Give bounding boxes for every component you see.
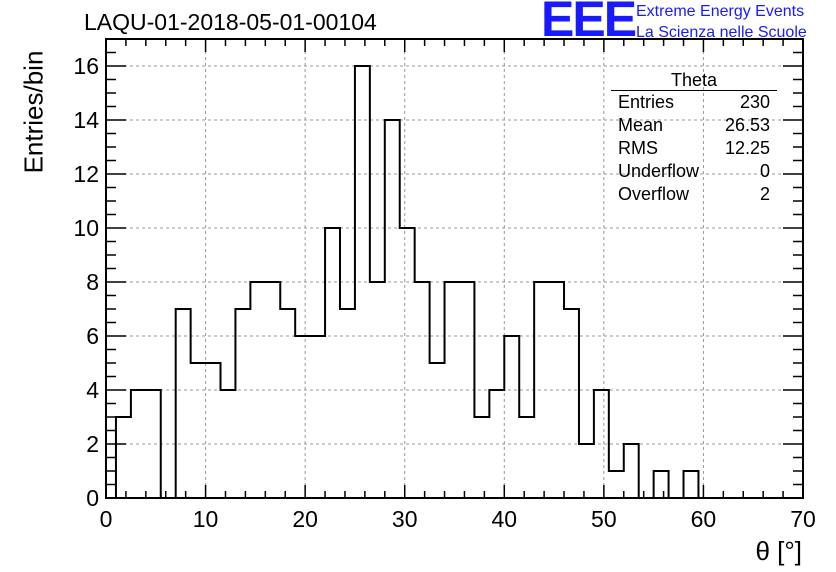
x-tick-label: 0	[100, 506, 113, 532]
histogram-bin	[459, 282, 474, 498]
stats-value: 230	[739, 92, 770, 112]
histogram-bin	[355, 66, 370, 498]
histogram-bin	[609, 471, 624, 498]
histogram-bin	[340, 309, 355, 498]
y-tick-label: 12	[73, 161, 99, 187]
y-tick-label: 4	[86, 377, 99, 403]
y-tick-label: 0	[86, 485, 99, 511]
histogram-bin	[131, 390, 146, 498]
y-tick-label: 16	[73, 53, 99, 79]
histogram-bin	[250, 282, 265, 498]
histogram-bin	[564, 309, 579, 498]
stats-box-title: Theta	[670, 70, 718, 90]
histogram-bin	[295, 336, 310, 498]
x-tick-label: 60	[691, 506, 717, 532]
stats-value: 0	[759, 161, 770, 181]
histogram-bin	[624, 444, 639, 498]
histogram-bin	[265, 282, 280, 498]
histogram-bin	[594, 390, 609, 498]
y-axis-label: Entries/bin	[18, 50, 49, 174]
histogram-bin	[221, 390, 236, 498]
stats-value: 12.25	[724, 138, 770, 158]
histogram-bin	[489, 390, 504, 498]
histogram-bin	[504, 336, 519, 498]
x-axis-label: θ [°]	[755, 536, 802, 566]
histogram-bin	[445, 282, 460, 498]
histogram-bin	[684, 471, 699, 498]
eee-logo: EEE	[541, 0, 637, 47]
logo-line-1: Extreme Energy Events	[636, 3, 805, 20]
y-tick-label: 6	[86, 323, 99, 349]
histogram-bin	[654, 471, 669, 498]
y-tick-label: 8	[86, 269, 99, 295]
histogram-bin	[400, 228, 415, 498]
x-tick-label: 20	[292, 506, 318, 532]
stats-value: 2	[759, 184, 770, 204]
histogram-bin	[519, 417, 534, 498]
stats-row: RMS 12.25	[618, 138, 770, 159]
stats-box-divider	[611, 90, 777, 91]
histogram-bin	[534, 282, 549, 498]
x-tick-label: 30	[392, 506, 418, 532]
stats-label: Underflow	[618, 161, 700, 181]
histogram-bin	[385, 120, 400, 498]
stats-label: Entries	[618, 92, 675, 112]
histogram-outline	[114, 65, 700, 499]
histogram-bin	[191, 363, 206, 498]
histogram-bin	[176, 309, 191, 498]
stats-row: Overflow 2	[618, 184, 770, 205]
histogram-bin	[549, 282, 564, 498]
histogram-bin	[370, 282, 385, 498]
chart-title: LAQU-01-2018-05-01-00104	[84, 9, 377, 35]
histogram-bin	[310, 336, 325, 498]
y-tick-label: 14	[73, 107, 99, 133]
x-tick-label: 10	[193, 506, 219, 532]
y-tick-label: 2	[86, 431, 99, 457]
histogram-bin	[116, 417, 131, 498]
histogram-bin	[474, 417, 489, 498]
y-tick-label: 10	[73, 215, 99, 241]
histogram-bin	[280, 309, 295, 498]
logo-line-2: La Scienza nelle Scuole	[636, 24, 807, 41]
histogram-bin	[325, 228, 340, 498]
histogram-bin	[579, 444, 594, 498]
stats-label: Overflow	[618, 184, 690, 204]
stats-row: Underflow 0	[618, 161, 770, 182]
x-tick-label: 70	[790, 506, 816, 532]
histogram-bin	[235, 309, 250, 498]
histogram-bin	[415, 282, 430, 498]
stats-label: Mean	[618, 115, 664, 135]
histogram-bin	[430, 363, 445, 498]
x-tick-label: 40	[491, 506, 517, 532]
stats-label: RMS	[618, 138, 658, 158]
x-tick-label: 50	[591, 506, 617, 532]
histogram-bin	[146, 390, 161, 498]
stats-row: Mean 26.53	[618, 115, 770, 136]
stats-value: 26.53	[724, 115, 770, 135]
histogram-bin	[206, 363, 221, 498]
stats-row: Entries 230	[618, 92, 770, 113]
